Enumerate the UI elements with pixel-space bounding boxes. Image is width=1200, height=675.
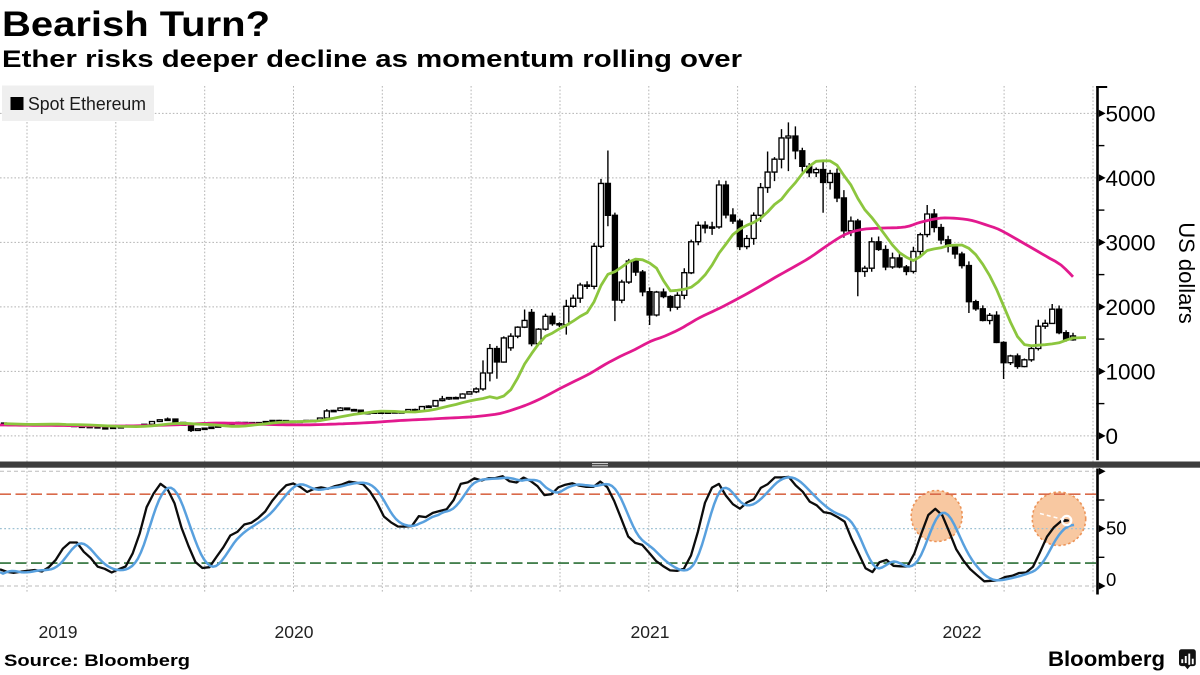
svg-text:50: 50 xyxy=(1106,518,1127,539)
svg-text:2022: 2022 xyxy=(943,622,982,642)
svg-text:2020: 2020 xyxy=(275,622,314,642)
svg-text:1000: 1000 xyxy=(1106,359,1156,384)
svg-text:2019: 2019 xyxy=(39,622,78,642)
svg-text:5000: 5000 xyxy=(1106,101,1156,126)
svg-text:Spot Ethereum: Spot Ethereum xyxy=(28,93,146,114)
svg-text:Source: Bloomberg: Source: Bloomberg xyxy=(4,652,190,670)
svg-text:2000: 2000 xyxy=(1106,295,1156,320)
svg-text:0: 0 xyxy=(1106,424,1119,449)
svg-text:4000: 4000 xyxy=(1106,166,1156,191)
svg-text:Bearish Turn?: Bearish Turn? xyxy=(2,5,270,44)
svg-text:0: 0 xyxy=(1106,569,1116,590)
svg-text:3000: 3000 xyxy=(1106,230,1156,255)
svg-text:2021: 2021 xyxy=(631,622,670,642)
svg-text:Bloomberg: Bloomberg xyxy=(1048,647,1165,671)
svg-text:US dollars: US dollars xyxy=(1174,222,1199,323)
svg-text:Ether risks deeper decline as: Ether risks deeper decline as momentum r… xyxy=(2,46,742,73)
